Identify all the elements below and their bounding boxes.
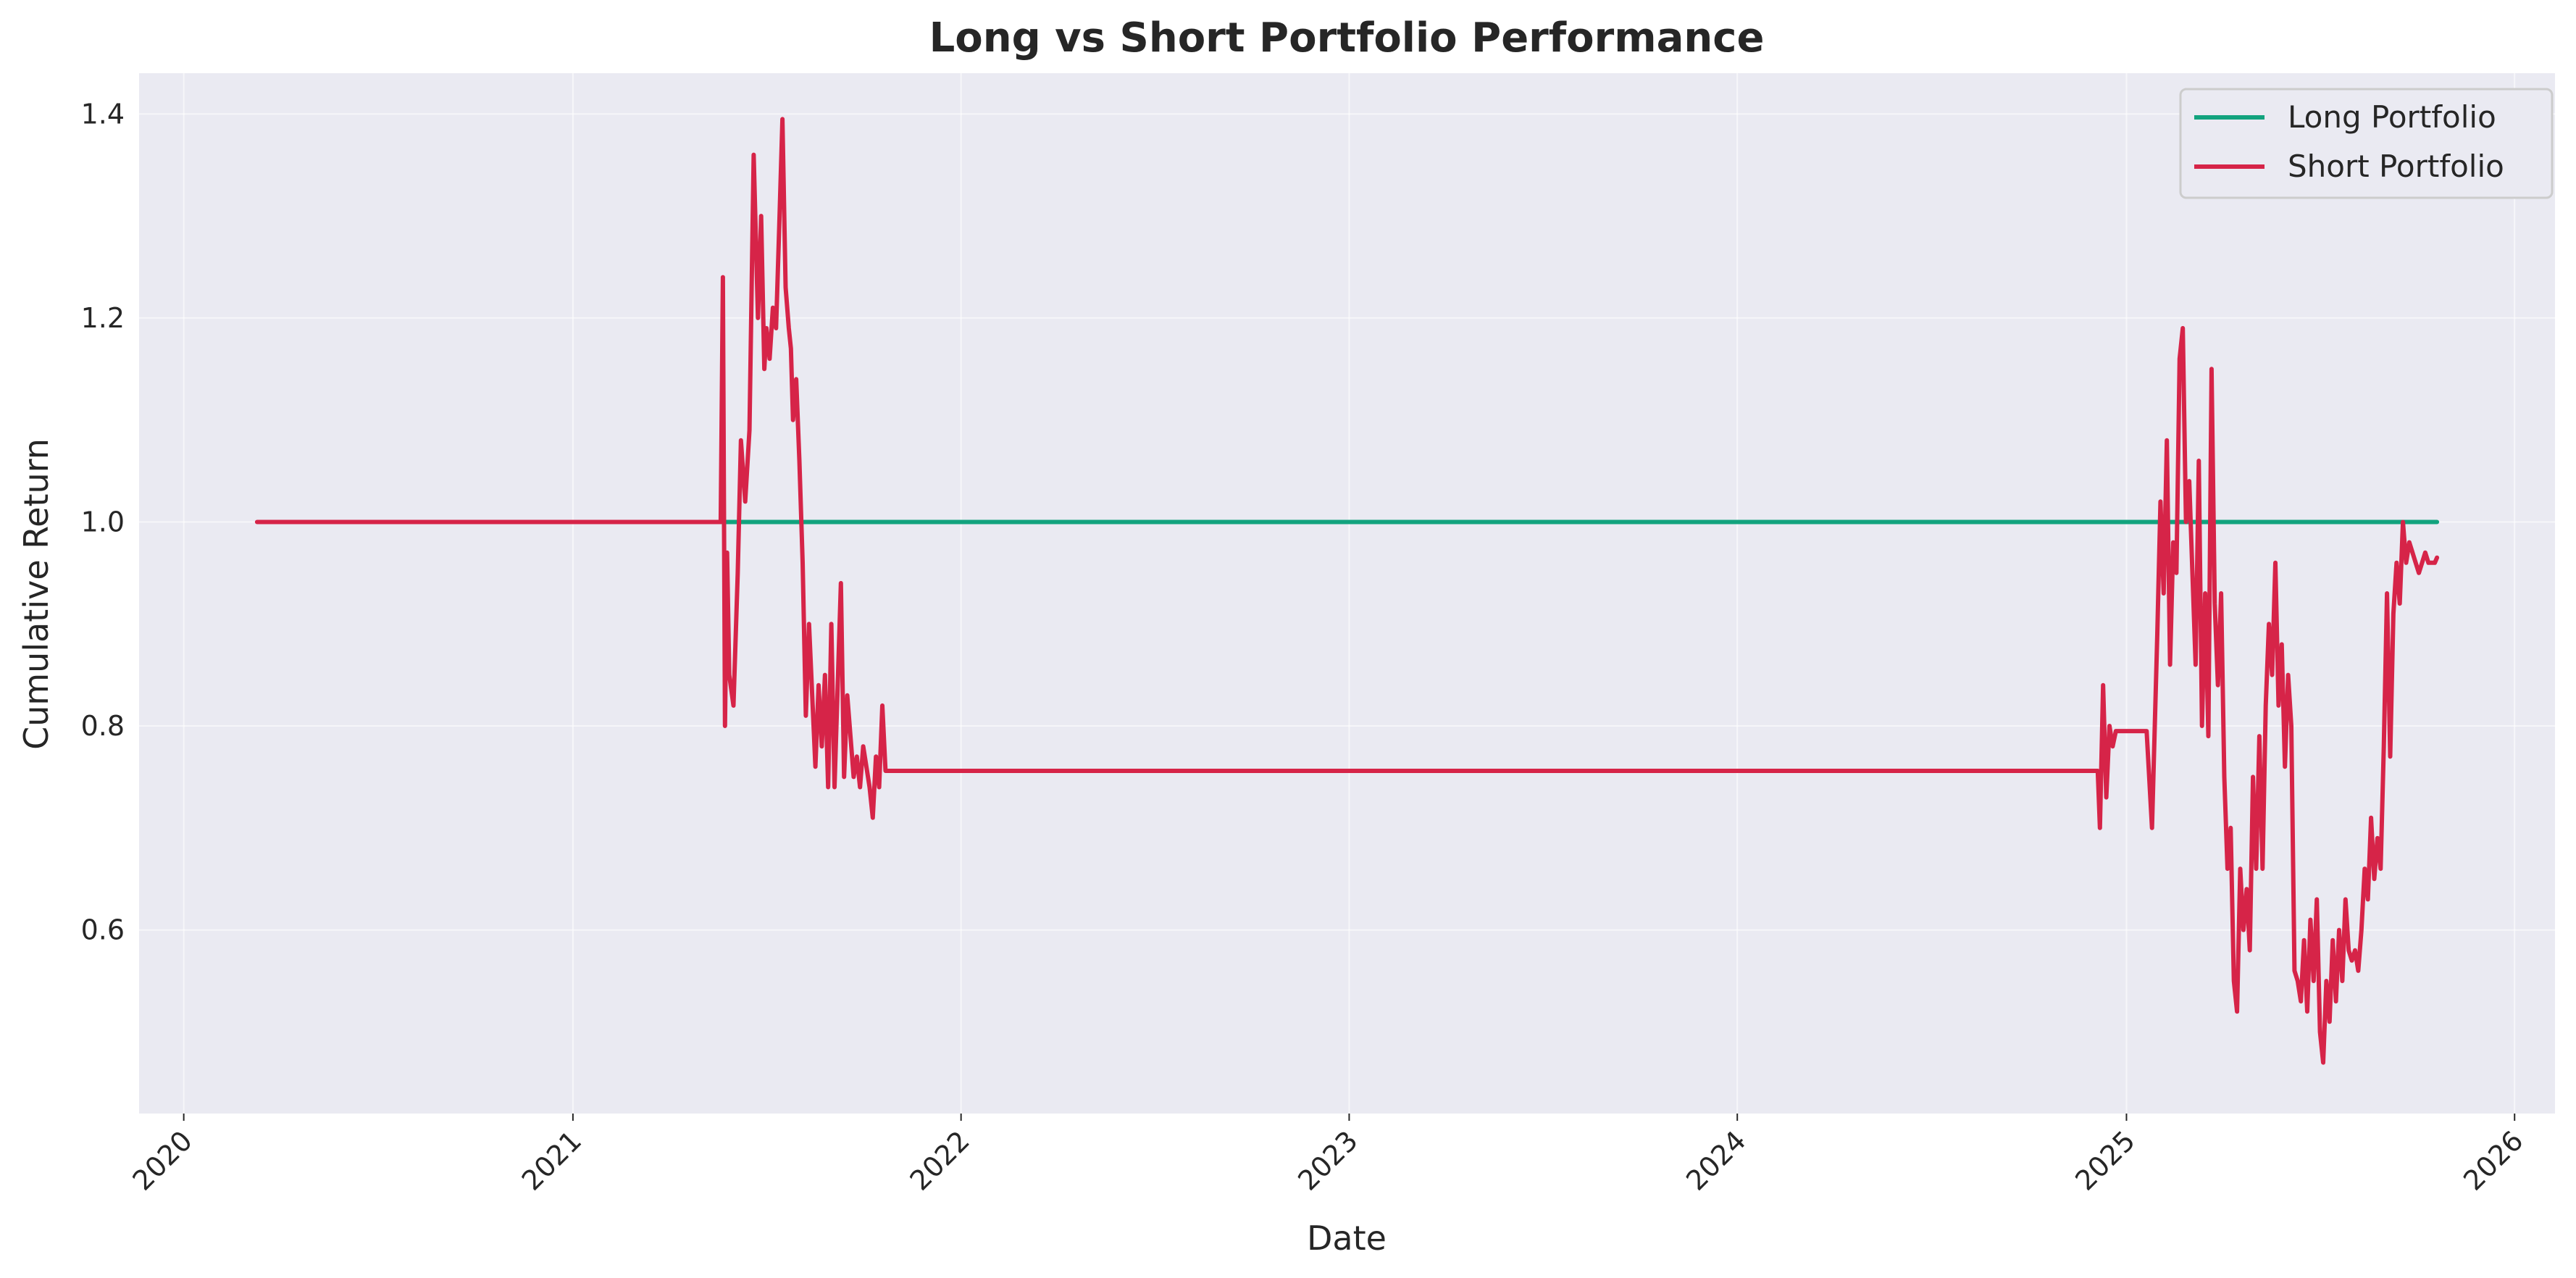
legend-label-long: Long Portfolio [2288,99,2496,135]
legend-box [2179,88,2554,199]
grid [139,73,2555,1114]
y-axis-label: Cumulative Return [17,438,56,750]
y-axis-ticks: 0.6 0.8 1.0 1.2 1.4 [81,98,125,945]
x-axis-label: Date [1307,1219,1387,1258]
chart-title: Long vs Short Portfolio Performance [929,14,1765,62]
y-tick-label: 0.8 [81,710,125,742]
y-tick-label: 1.2 [81,302,125,334]
legend-label-short: Short Portfolio [2288,149,2504,184]
y-tick-label: 0.6 [81,914,125,946]
legend: Long Portfolio Short Portfolio [2179,88,2554,199]
y-tick-label: 1.4 [81,98,125,130]
series-layer [254,117,2440,1065]
y-tick-label: 1.0 [81,506,125,538]
plot-area [139,73,2555,1114]
series-line-short-portfolio [254,117,2440,1065]
